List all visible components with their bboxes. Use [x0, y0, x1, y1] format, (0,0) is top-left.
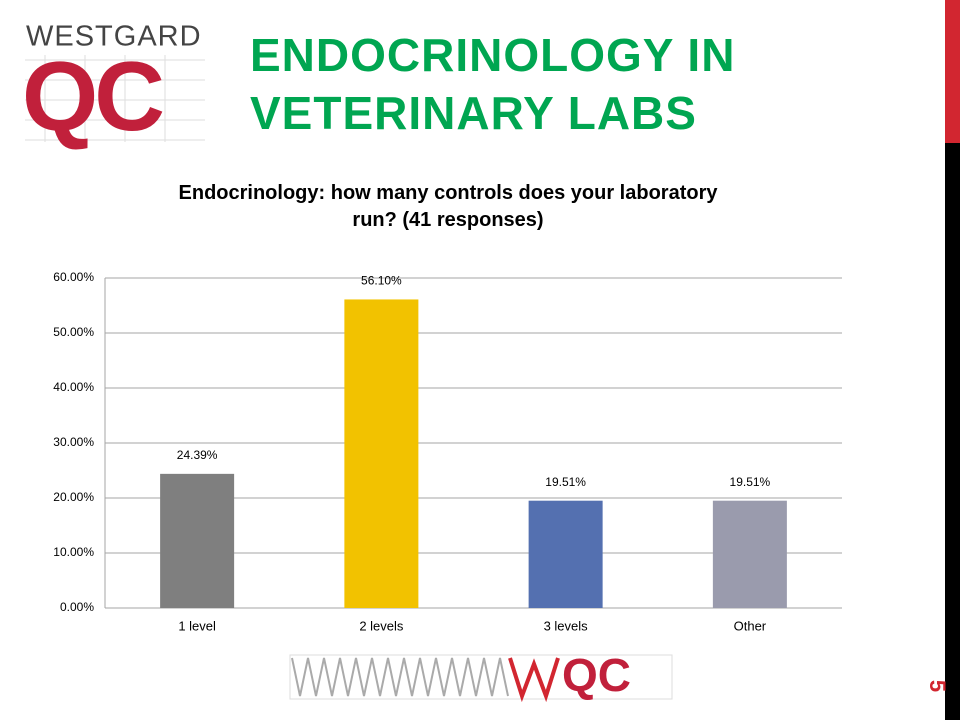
y-tick-label: 50.00% — [53, 325, 94, 339]
bar — [344, 299, 419, 608]
logo-mark: QC — [22, 41, 163, 151]
value-label: 24.39% — [177, 448, 218, 462]
x-tick-label: 3 levels — [544, 618, 589, 633]
footer-w — [508, 657, 560, 703]
logo-name: WESTGARD — [26, 21, 202, 53]
bar — [160, 473, 235, 608]
y-tick-label: 60.00% — [53, 270, 94, 284]
x-tick-label: 1 level — [178, 618, 216, 633]
edge-bar — [945, 0, 960, 720]
y-tick-label: 30.00% — [53, 435, 94, 449]
page-number: 5 — [925, 680, 950, 692]
bar — [712, 500, 787, 608]
value-label: 19.51% — [730, 475, 771, 489]
footer-logo: QC — [289, 649, 673, 703]
y-tick-label: 20.00% — [53, 490, 94, 504]
footer-zigzag — [291, 657, 509, 697]
y-tick-label: 10.00% — [53, 545, 94, 559]
bar — [528, 500, 603, 608]
chart-title: Endocrinology: how many controls does yo… — [178, 182, 718, 231]
x-tick-label: Other — [734, 618, 767, 633]
footer-logo-mark: QC — [562, 649, 631, 701]
slide-title: ENDOCRINOLOGY IN VETERINARY LABS — [250, 29, 736, 139]
y-tick-label: 0.00% — [60, 600, 94, 614]
y-tick-label: 40.00% — [53, 380, 94, 394]
chart: 0.00% 10.00% 20.00% 30.00% 40.00% 50.00% 60.00… — [53, 270, 842, 633]
value-label: 19.51% — [545, 475, 586, 489]
logo: WESTGARD QC — [22, 21, 205, 151]
x-tick-label: 2 levels — [359, 618, 404, 633]
value-label: 56.10% — [361, 274, 402, 288]
edge-accent — [945, 0, 960, 143]
